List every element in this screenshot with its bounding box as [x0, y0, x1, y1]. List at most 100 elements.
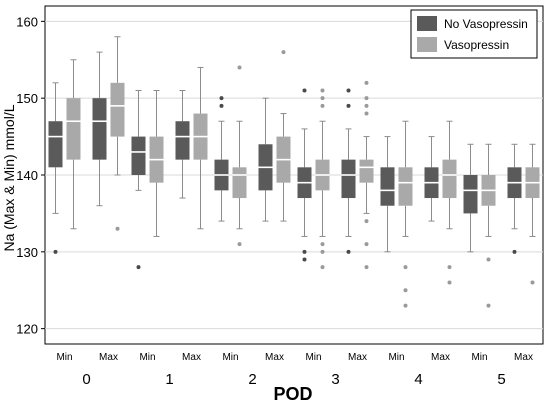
- outlier-point: [364, 96, 369, 101]
- boxes-layer: [48, 36, 540, 308]
- box-body: [175, 121, 190, 160]
- legend: No Vasopressin Vasopressin: [410, 9, 538, 59]
- outlier-point: [302, 88, 307, 93]
- box-body: [131, 136, 146, 175]
- box-vasopressin-pod5-max: [525, 143, 540, 285]
- box-vasopressin-pod0-min: [66, 59, 81, 230]
- x-sublabel-max: Max: [348, 352, 367, 363]
- outlier-point: [530, 280, 535, 285]
- y-tick-label: 150: [16, 91, 38, 106]
- outlier-point: [364, 219, 369, 224]
- outlier-point: [447, 280, 452, 285]
- box-no-vasopressin-pod4-min: [380, 136, 395, 253]
- box-vasopressin-pod2-min: [232, 65, 247, 247]
- outlier-point: [486, 257, 491, 262]
- y-tick-label: 140: [16, 168, 38, 183]
- outlier-point: [219, 96, 224, 101]
- box-vasopressin-pod4-min: [398, 120, 413, 308]
- x-group-label: 0: [82, 371, 90, 388]
- x-sublabel-min: Min: [388, 352, 404, 363]
- x-sublabel-max: Max: [182, 352, 201, 363]
- box-vasopressin-pod4-max: [442, 120, 457, 285]
- legend-label: No Vasopressin: [444, 17, 528, 31]
- x-sublabel-min: Min: [139, 352, 155, 363]
- box-body: [92, 98, 107, 160]
- box-body: [442, 159, 457, 199]
- box-no-vasopressin-pod1-min: [131, 90, 146, 270]
- outlier-point: [403, 303, 408, 308]
- box-no-vasopressin-pod3-min: [297, 88, 312, 262]
- outlier-point: [320, 265, 325, 270]
- x-sublabel-max: Max: [431, 352, 450, 363]
- outlier-point: [320, 249, 325, 254]
- box-vasopressin-pod1-min: [149, 90, 164, 237]
- box-body: [359, 159, 374, 183]
- x-sublabel-min: Min: [305, 352, 321, 363]
- box-no-vasopressin-pod4-max: [424, 136, 439, 222]
- box-vasopressin-pod3-max: [359, 80, 374, 270]
- outlier-point: [346, 103, 351, 108]
- legend-label: Vasopressin: [444, 38, 509, 52]
- x-group-label: 2: [248, 371, 256, 388]
- x-axis-title: POD: [273, 384, 312, 404]
- box-no-vasopressin-pod5-max: [507, 143, 522, 254]
- box-no-vasopressin-pod2-max: [258, 97, 273, 222]
- outlier-point: [447, 265, 452, 270]
- x-sublabel-max: Max: [265, 352, 284, 363]
- outlier-point: [281, 50, 286, 55]
- outlier-point: [320, 103, 325, 108]
- x-group-label: 5: [497, 371, 505, 388]
- outlier-point: [302, 249, 307, 254]
- x-group-label: 3: [331, 371, 339, 388]
- outlier-point: [403, 265, 408, 270]
- x-group-label: 4: [414, 371, 422, 388]
- box-vasopressin-pod3-min: [315, 88, 330, 270]
- y-axis-ticks: 120 130 140 150 160: [16, 14, 45, 337]
- box-body: [232, 167, 247, 199]
- outlier-point: [346, 249, 351, 254]
- box-no-vasopressin-pod0-max: [92, 51, 107, 207]
- outlier-point: [364, 80, 369, 85]
- outlier-point: [364, 103, 369, 108]
- outlier-point: [53, 249, 58, 254]
- outlier-point: [364, 265, 369, 270]
- outlier-point: [320, 88, 325, 93]
- outlier-point: [512, 249, 517, 254]
- box-no-vasopressin-pod5-min: [463, 143, 478, 253]
- box-body: [110, 82, 125, 137]
- outlier-point: [115, 226, 120, 231]
- y-tick-label: 120: [16, 322, 38, 337]
- box-body: [463, 175, 478, 214]
- outlier-point: [364, 111, 369, 116]
- outlier-point: [237, 242, 242, 247]
- x-sublabel-min: Min: [56, 352, 72, 363]
- outlier-point: [403, 288, 408, 293]
- legend-swatch: [417, 37, 437, 52]
- box-no-vasopressin-pod0-min: [48, 82, 63, 254]
- box-body: [66, 98, 81, 160]
- x-sublabel-min: Min: [222, 352, 238, 363]
- box-body: [398, 167, 413, 206]
- box-vasopressin-pod5-min: [481, 143, 496, 308]
- outlier-point: [346, 88, 351, 93]
- outlier-point: [136, 265, 141, 270]
- box-vasopressin-pod1-max: [193, 66, 208, 230]
- x-axis-labels: Min Max 0 Min Max 1 Min Max 2 Min Max 3 Min Max 4 Min Ma…: [56, 352, 533, 388]
- box-vasopressin-pod0-max: [110, 36, 125, 231]
- x-sublabel-min: Min: [471, 352, 487, 363]
- box-vasopressin-pod2-max: [276, 50, 291, 222]
- box-body: [341, 159, 356, 199]
- x-group-label: 1: [165, 371, 173, 388]
- x-sublabel-max: Max: [99, 352, 118, 363]
- outlier-point: [320, 96, 325, 101]
- y-tick-label: 160: [16, 14, 38, 29]
- outlier-point: [237, 65, 242, 70]
- box-body: [380, 167, 395, 206]
- outlier-point: [486, 303, 491, 308]
- box-no-vasopressin-pod2-min: [214, 96, 229, 222]
- box-body: [48, 121, 63, 168]
- y-axis-title: Na (Max & Min) mmol/L: [1, 104, 17, 251]
- outlier-point: [320, 242, 325, 247]
- box-no-vasopressin-pod1-max: [175, 90, 190, 199]
